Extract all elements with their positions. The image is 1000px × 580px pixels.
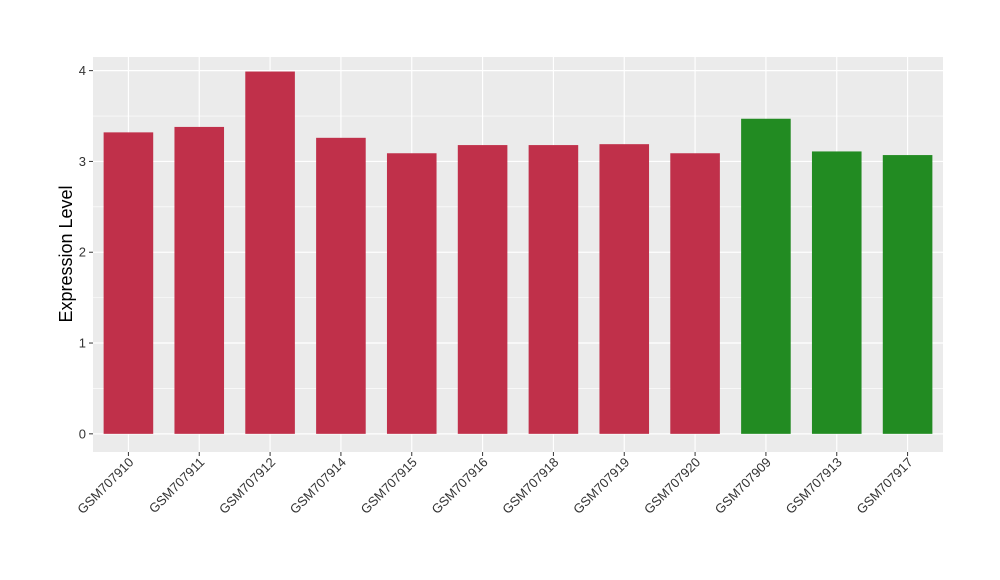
x-tick-label: GSM707915 [358,455,420,517]
bars [103,71,933,434]
bar-GSM707918 [528,145,579,434]
bar-GSM707912 [245,71,295,434]
bar-GSM707920 [670,153,720,434]
bar-GSM707919 [599,144,650,434]
x-tick-label: GSM707912 [216,455,278,517]
bar-GSM707911 [174,126,225,434]
bar-GSM707916 [457,145,508,434]
x-tick-label: GSM707918 [499,455,561,517]
bar-GSM707914 [316,137,366,434]
y-axis: 0 1 2 3 4 [79,63,93,441]
x-tick-label: GSM707911 [146,455,208,517]
x-tick-label: GSM707916 [428,455,490,517]
x-axis: GSM707910 GSM707911 GSM707912 GSM707914 GSM7… [74,452,916,517]
bar-GSM707913 [811,151,862,434]
x-tick-label: GSM707920 [641,455,703,517]
y-tick-label: 0 [79,426,86,441]
y-axis-title: Expression Level [56,185,76,322]
bar-GSM707910 [103,132,154,434]
plot-panel [93,57,943,452]
x-tick-label: GSM707917 [853,455,915,517]
y-tick-label: 3 [79,154,86,169]
grid-minor [93,115,943,389]
x-tick-label: GSM707913 [783,455,845,517]
y-tick-label: 1 [79,336,86,351]
y-tick-label: 2 [79,245,86,260]
bar-GSM707909 [741,118,791,434]
x-tick-label: GSM707910 [74,455,136,517]
bar-GSM707917 [882,155,933,434]
x-tick-label: GSM707909 [712,455,774,517]
x-tick-label: GSM707919 [570,455,632,517]
bar-GSM707915 [386,153,437,434]
y-tick-label: 4 [79,63,86,78]
x-tick-label: GSM707914 [287,455,349,517]
